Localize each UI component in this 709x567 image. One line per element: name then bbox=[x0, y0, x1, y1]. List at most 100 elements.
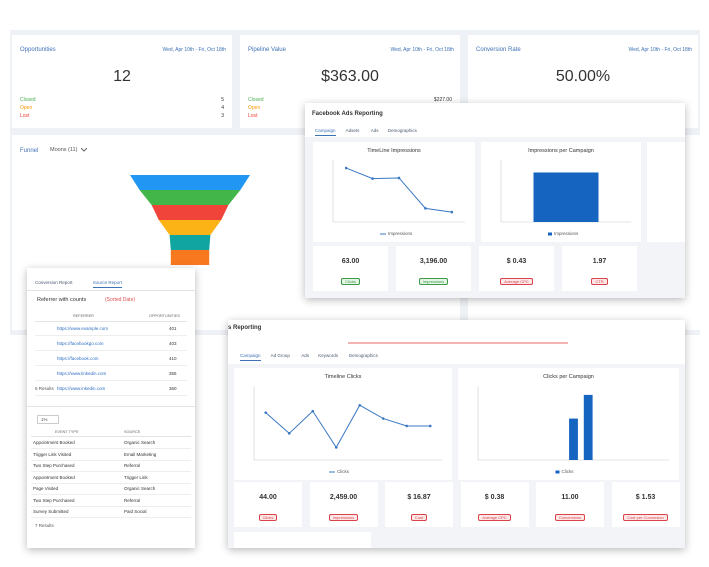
funnel-stage bbox=[169, 235, 211, 250]
tab[interactable]: Campaign bbox=[315, 128, 336, 136]
chart-title: TimeLine Impressions bbox=[367, 148, 421, 154]
funnel-stage bbox=[170, 250, 210, 265]
stat-label: Average CPC bbox=[478, 514, 511, 521]
referrer-link[interactable]: https://facebook.com bbox=[57, 356, 99, 361]
event-source: Organic Search bbox=[124, 440, 156, 445]
stat-tile: 3,196.00 Impressions bbox=[396, 246, 471, 291]
event-source: Paid Social bbox=[124, 509, 147, 514]
event-source: Referral bbox=[124, 497, 141, 503]
legend-label: Impressions bbox=[554, 231, 579, 236]
tab[interactable]: Demographics bbox=[387, 128, 417, 133]
referrer-count: 410 bbox=[169, 356, 177, 361]
stat-value: 11.00 bbox=[561, 494, 579, 501]
funnel-dropdown: Moons (11) bbox=[50, 147, 88, 153]
filter-dropdown[interactable]: 1% bbox=[37, 415, 59, 424]
column-header: OPPORTUNITIES bbox=[149, 314, 180, 318]
stat-badge: Impressions bbox=[396, 270, 471, 288]
row-label: Closed bbox=[248, 97, 264, 103]
panel-body: TimeLine Impressions Impressions Impressio… bbox=[305, 137, 685, 298]
chevron bbox=[81, 148, 88, 152]
divider bbox=[35, 321, 187, 322]
tab[interactable]: Source Report bbox=[92, 280, 122, 288]
divider bbox=[27, 406, 195, 407]
stat-badge: Cost bbox=[385, 506, 453, 524]
tab[interactable]: Conversion Report bbox=[35, 280, 73, 285]
card-value: 12 bbox=[113, 68, 131, 85]
section-heading: Referrer with counts bbox=[37, 297, 87, 303]
stat-label: Impressions bbox=[418, 278, 449, 285]
event-type: Survey Submitted bbox=[33, 509, 69, 514]
point bbox=[381, 417, 385, 420]
tab[interactable]: Ads bbox=[301, 353, 309, 358]
stat-tile: $ 1.53 Cost per Conversion bbox=[611, 482, 680, 527]
event-source: Trigger Link bbox=[124, 474, 148, 480]
row-label: Lost bbox=[248, 113, 258, 119]
stat-value: $ 0.38 bbox=[484, 494, 505, 501]
tab[interactable]: Demographics bbox=[348, 353, 378, 358]
source-panel: Conversion Report Source Report Referrer w… bbox=[27, 268, 195, 548]
stat-badge: Cost per Conversion bbox=[612, 506, 680, 524]
divider bbox=[31, 436, 191, 437]
event-type: Page Visited bbox=[33, 486, 59, 491]
funnel-title: Funnel bbox=[20, 148, 39, 154]
stat-value: 2,459.00 bbox=[329, 494, 358, 501]
event-type: Appointment Booked bbox=[33, 440, 75, 445]
stat-value: $ 0.43 bbox=[506, 258, 527, 265]
tab[interactable]: Ad Group bbox=[270, 353, 290, 358]
stat-label: Conversions bbox=[554, 514, 586, 521]
point bbox=[344, 166, 348, 170]
stat-label: Clicks bbox=[258, 514, 278, 521]
row-label: Open bbox=[248, 105, 261, 111]
chart-card: Impressions per Campaign Impressions bbox=[481, 142, 641, 242]
point bbox=[311, 409, 315, 413]
card-date: Wed, Apr 10th - Fri, Oct 18th bbox=[390, 47, 454, 53]
row-value: 5 bbox=[221, 97, 224, 103]
stat-value: 63.00 bbox=[341, 258, 360, 265]
stat-value: 1.97 bbox=[592, 258, 607, 265]
tab[interactable]: Adsets bbox=[345, 128, 360, 133]
card-date: Wed, Apr 10th - Fri, Oct 18th bbox=[628, 47, 692, 53]
tab[interactable]: Campaign bbox=[240, 353, 261, 361]
bar-chart bbox=[477, 386, 669, 474]
stat-label: Average CPC bbox=[500, 278, 533, 285]
line-chart bbox=[332, 160, 465, 235]
line bbox=[265, 404, 431, 449]
point bbox=[287, 432, 291, 435]
row-value: 4 bbox=[221, 105, 224, 111]
referrer-count: 360 bbox=[169, 386, 177, 391]
chart-card: Timeline Clicks Clicks bbox=[234, 368, 452, 480]
referrer-count: 403 bbox=[169, 341, 177, 346]
bar bbox=[569, 418, 578, 460]
event-type: Two Step Purchased bbox=[33, 463, 75, 468]
referrer-link[interactable]: https://www.linkedin.com bbox=[57, 371, 107, 376]
stat-card: Opportunities Wed, Apr 10th - Fri, Oct 18… bbox=[12, 35, 232, 128]
referrer-link[interactable]: https://www.example.com bbox=[57, 326, 109, 331]
stat-badge: Impressions bbox=[310, 506, 378, 524]
line-chart bbox=[253, 386, 442, 473]
point bbox=[334, 446, 338, 449]
stat-value: $ 16.87 bbox=[407, 494, 431, 501]
stat-value: $ 1.53 bbox=[635, 494, 656, 501]
referrer-link[interactable]: https://facebookgo.com bbox=[57, 341, 104, 346]
card-title: Pipeline Value bbox=[248, 47, 286, 53]
tab[interactable]: Keywords bbox=[318, 353, 339, 358]
stat-tile: 11.00 Conversions bbox=[536, 482, 604, 527]
stat-value: 44.00 bbox=[259, 494, 277, 501]
card-title: Conversion Rate bbox=[476, 47, 521, 53]
tab[interactable]: Ads bbox=[370, 128, 379, 133]
chart-title: Impressions per Campaign bbox=[528, 148, 594, 154]
point bbox=[358, 403, 362, 407]
stat-label: Cost bbox=[410, 514, 428, 521]
point bbox=[264, 411, 268, 414]
column-header: REFERRER bbox=[73, 314, 94, 318]
column-header: SOURCE bbox=[124, 430, 141, 434]
referrer-link[interactable]: https://www.inkedin.com bbox=[57, 386, 106, 391]
point bbox=[450, 210, 454, 214]
stat-label: CTR bbox=[591, 278, 608, 285]
point bbox=[428, 424, 432, 428]
stat-tile: $ 16.87 Cost bbox=[385, 482, 453, 527]
row-label: Closed bbox=[20, 97, 36, 103]
event-source: Referral bbox=[124, 463, 141, 468]
panel-body: Timeline Clicks Clicks Clicks per Campaign… bbox=[228, 364, 685, 548]
